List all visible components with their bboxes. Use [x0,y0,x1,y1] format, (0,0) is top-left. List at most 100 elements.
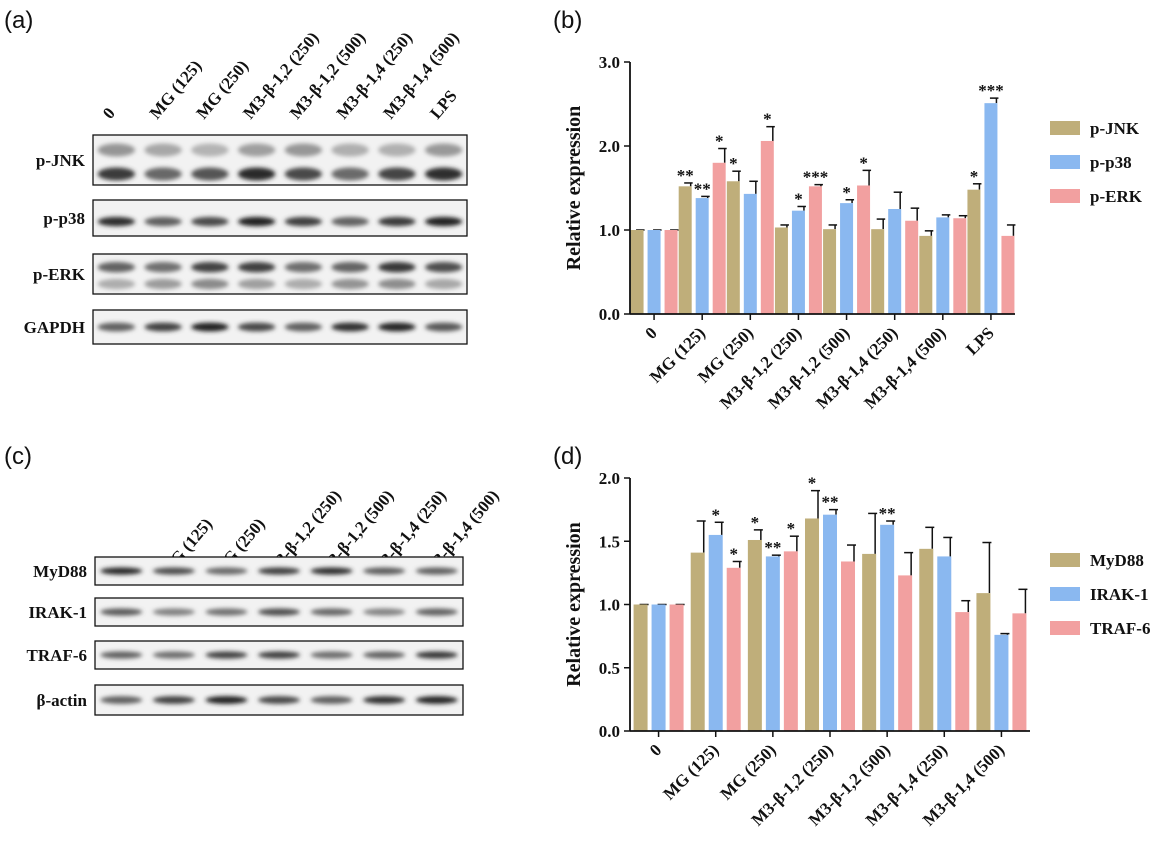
legend-label: MyD88 [1090,551,1144,570]
blot-band [310,696,353,704]
blot-band [378,278,416,290]
blot-band [100,696,143,704]
blot-band [378,167,416,181]
bar [669,604,684,731]
blot-band [97,262,136,273]
blot-band [331,262,369,273]
significance-label: * [715,132,724,151]
bar [765,556,780,731]
significance-label: * [808,474,817,493]
bar [898,575,913,731]
significance-label: ** [694,179,711,198]
significance-label: * [859,153,868,172]
blot-band [97,216,136,227]
significance-label: * [794,189,803,208]
x-tick-label: 0 [641,323,660,342]
bar [633,604,648,731]
blot-background [92,253,468,295]
bar [695,198,709,314]
lane-label: 0 [99,104,119,123]
blot-band [191,216,229,227]
blot-band [237,322,276,332]
y-tick-label: 0.0 [599,722,620,741]
blot-band [424,167,463,181]
legend-label: p-p38 [1090,153,1132,172]
bar [862,553,877,731]
bar [1012,613,1027,731]
blot-band [363,651,406,659]
legend-label: p-JNK [1090,119,1140,138]
bar [841,561,855,731]
blot-band [363,696,406,704]
bar [708,534,723,731]
blot-band [237,216,276,227]
x-tick-label: LPS [962,323,997,358]
bar [967,189,981,314]
row-label: TRAF-6 [27,646,87,665]
significance-label: * [729,544,738,563]
blot-band [310,608,353,616]
bar [760,140,774,314]
bar [823,514,837,731]
blot-band [191,262,229,273]
blot-band [284,216,323,227]
blot-band [310,651,353,659]
legend-swatch [1050,155,1080,169]
bar [726,567,741,731]
legend-label: TRAF-6 [1090,619,1150,638]
y-tick-label: 2.0 [599,469,620,488]
bar [678,186,692,314]
blot-band [424,322,463,332]
significance-label: *** [803,168,829,187]
blot-band [257,696,301,704]
blot-band [331,278,369,290]
bar [712,162,726,314]
blot-band [191,167,229,181]
blot-band [284,262,323,273]
y-tick-label: 1.0 [599,221,620,240]
significance-label: *** [978,81,1004,100]
blot-band [97,167,136,181]
bar [905,220,919,314]
significance-label: ** [822,493,839,512]
blot-band [191,143,229,157]
blot-band [100,608,143,616]
bar [690,552,705,731]
blot-band [100,567,143,575]
legend-swatch [1050,553,1080,567]
panel-label: (a) [4,7,33,34]
blot-band [144,322,182,332]
bar [743,193,757,314]
blot-band [152,651,195,659]
bar [1001,235,1015,314]
significance-label: * [751,513,760,532]
blot-band [237,143,276,157]
bar [783,551,798,731]
blot-band [205,567,248,575]
blot-band [144,143,182,157]
bar [791,210,805,314]
y-axis-title: Relative expression [563,522,585,687]
blot-band [144,278,182,290]
bar [857,185,871,314]
legend-swatch [1050,121,1080,135]
blot-band [378,216,416,227]
blot-band [378,143,416,157]
blot-band [378,262,416,273]
row-label: IRAK-1 [28,603,87,622]
legend-swatch [1050,621,1080,635]
blot-band [205,696,248,704]
legend-swatch [1050,587,1080,601]
y-axis-title: Relative expression [563,106,585,271]
bar [976,593,991,731]
bar [888,209,902,314]
blot-band [152,696,195,704]
blot-band [331,322,369,332]
significance-label: * [763,110,772,129]
significance-label: ** [879,504,896,523]
bar [880,524,895,731]
bar [871,229,885,314]
bar [651,604,666,731]
blot-band [257,608,301,616]
